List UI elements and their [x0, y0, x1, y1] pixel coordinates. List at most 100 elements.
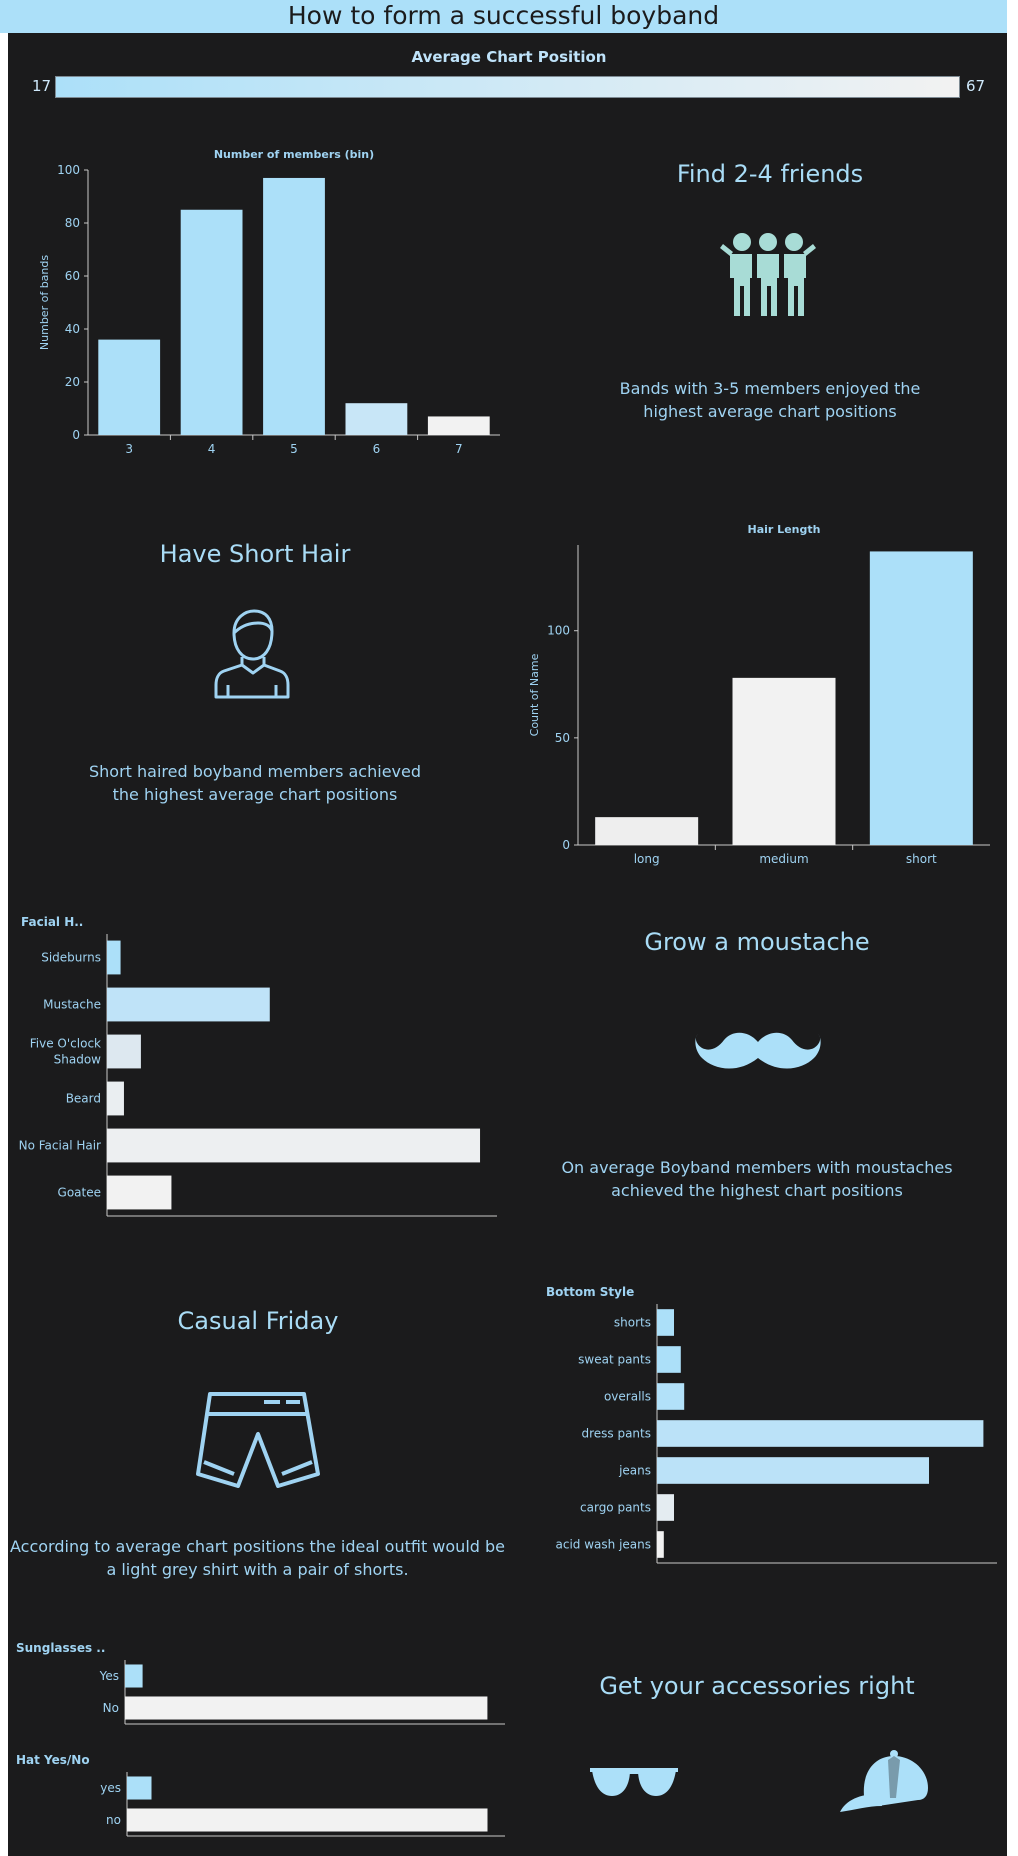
hair-text-line2: the highest average chart positions: [112, 785, 398, 804]
dashboard-title: How to form a successful boyband: [287, 1, 720, 30]
category-label: Sideburns: [41, 951, 101, 965]
category-label: No Facial Hair: [19, 1139, 101, 1153]
sunglasses-icon: [588, 1762, 680, 1804]
category-label: dress pants: [581, 1427, 651, 1441]
y-axis-label: Number of bands: [38, 255, 51, 350]
color-legend-max: 67: [966, 77, 986, 95]
bar-7: [427, 416, 490, 435]
color-legend-min: 17: [32, 77, 52, 95]
chart-title: Hair Length: [748, 523, 821, 536]
y-tick-label: 20: [65, 375, 80, 389]
bar-3: [98, 339, 161, 435]
bottom-style-bar-chart[interactable]: Bottom Style shorts sweat pants overalls dre…: [540, 1280, 1010, 1565]
bar-cargo-pants: [657, 1494, 674, 1521]
friends-description: Bands with 3-5 members enjoyed the highe…: [570, 377, 970, 423]
category-label: yes: [100, 1781, 121, 1795]
title-bar: [0, 0, 1007, 33]
color-legend-title: Average Chart Position: [411, 48, 607, 66]
facial-hair-bar-chart[interactable]: Facial H.. Sideburns Mustache Five O'clock S…: [15, 908, 505, 1218]
category-label: Goatee: [58, 1186, 101, 1200]
bar-dress-pants: [657, 1420, 984, 1447]
x-tick-label: 7: [455, 442, 463, 456]
moustache-description: On average Boyband members with moustach…: [527, 1156, 987, 1202]
group-of-friends-icon: [720, 230, 820, 320]
hair-description: Short haired boyband members achieved th…: [55, 760, 455, 806]
category-label: sweat pants: [578, 1353, 651, 1367]
bar-yes: [127, 1776, 152, 1800]
category-label: Beard: [66, 1092, 101, 1106]
hat-bar-chart[interactable]: Hat Yes/No yes no: [10, 1752, 510, 1852]
color-legend-gradient[interactable]: [55, 76, 960, 98]
category-label: no: [106, 1813, 121, 1827]
category-label: shorts: [614, 1316, 651, 1330]
chart-title: Facial H..: [21, 915, 83, 929]
bar-no: [127, 1808, 488, 1832]
chart-title: Number of members (bin): [214, 148, 374, 161]
category-label: No: [103, 1701, 119, 1715]
category-label: acid wash jeans: [556, 1538, 651, 1552]
chart-title: Hat Yes/No: [16, 1753, 90, 1767]
bar-no: [125, 1696, 488, 1720]
chart-title: Sunglasses ..: [16, 1641, 105, 1655]
x-tick-label: long: [634, 852, 660, 866]
category-label: Five O'clock Shadow: [30, 1037, 101, 1067]
bar-mustache: [107, 987, 270, 1022]
bar-yes: [125, 1664, 143, 1688]
x-tick-label: 5: [290, 442, 298, 456]
hair-text-line1: Short haired boyband members achieved: [89, 762, 421, 781]
moustache-text-line2: achieved the highest chart positions: [611, 1181, 903, 1200]
x-tick-label: 3: [125, 442, 133, 456]
bar-beard: [107, 1081, 124, 1116]
moustache-icon: [694, 1028, 822, 1082]
dashboard-background: [8, 0, 1007, 1856]
y-axis-label: Count of Name: [528, 653, 541, 736]
bar-sideburns: [107, 940, 121, 975]
bar-sweat-pants: [657, 1346, 681, 1373]
y-tick-label: 40: [65, 322, 80, 336]
x-tick-label: medium: [759, 852, 808, 866]
bar-acid-wash-jeans: [657, 1531, 664, 1558]
bar-jeans: [657, 1457, 929, 1484]
bar-shorts: [657, 1309, 674, 1336]
y-tick-label: 0: [562, 838, 570, 852]
bar-overalls: [657, 1383, 685, 1410]
bar-short: [869, 551, 973, 845]
person-short-hair-icon: [212, 607, 292, 703]
hair-heading: Have Short Hair: [159, 540, 351, 568]
category-label: Yes: [99, 1669, 119, 1683]
y-tick-label: 100: [547, 624, 570, 638]
outfit-heading: Casual Friday: [177, 1307, 339, 1335]
outfit-text-line2: a light grey shirt with a pair of shorts…: [106, 1560, 409, 1579]
outfit-description: According to average chart positions the…: [10, 1535, 505, 1581]
category-label: overalls: [604, 1390, 651, 1404]
members-bar-chart[interactable]: Number of members (bin) Number of bands 0 2…: [30, 140, 510, 456]
y-tick-label: 50: [555, 731, 570, 745]
moustache-heading: Grow a moustache: [644, 928, 870, 956]
category-label: jeans: [618, 1464, 651, 1478]
x-tick-label: short: [906, 852, 937, 866]
y-tick-label: 100: [57, 163, 80, 177]
friends-text-line1: Bands with 3-5 members enjoyed the: [619, 379, 921, 398]
y-tick-label: 60: [65, 269, 80, 283]
outfit-text-line1: According to average chart positions the…: [10, 1537, 506, 1556]
bar-4: [180, 209, 243, 435]
accessories-heading: Get your accessories right: [599, 1672, 915, 1700]
bar-5: [263, 177, 325, 435]
x-tick-label: 4: [208, 442, 216, 456]
cap-icon: [838, 1748, 930, 1820]
bar-goatee: [107, 1175, 172, 1210]
y-tick-label: 80: [65, 216, 80, 230]
friends-text-line2: highest average chart positions: [643, 402, 897, 421]
category-label: cargo pants: [580, 1501, 651, 1515]
friends-heading: Find 2-4 friends: [676, 160, 864, 188]
bar-long: [595, 817, 699, 845]
hair-length-bar-chart[interactable]: Hair Length Count of Name 0 50 100 long medium…: [525, 523, 1005, 866]
bar-no-facial-hair: [107, 1128, 481, 1163]
bar-6: [345, 403, 408, 435]
sunglasses-bar-chart[interactable]: Sunglasses .. Yes No: [10, 1640, 510, 1740]
shorts-icon: [196, 1390, 320, 1492]
y-tick-label: 0: [72, 428, 80, 442]
chart-title: Bottom Style: [546, 1285, 634, 1299]
category-label: Mustache: [43, 998, 101, 1012]
moustache-text-line1: On average Boyband members with moustach…: [561, 1158, 953, 1177]
